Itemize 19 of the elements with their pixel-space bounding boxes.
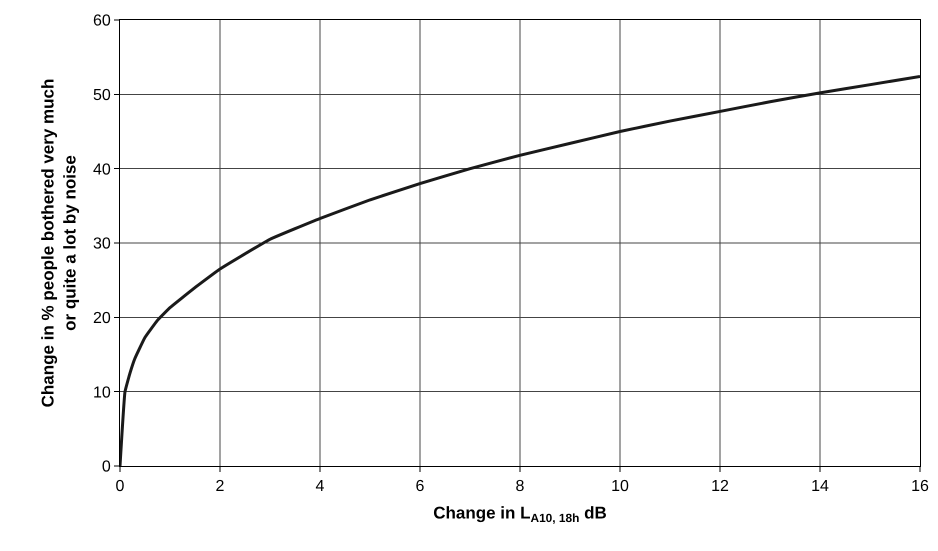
x-tick-label: 10 <box>611 478 629 496</box>
y-tick-label: 50 <box>93 86 111 104</box>
line-series <box>120 74 920 466</box>
x-tick-label: 12 <box>711 478 729 496</box>
y-tick-label: 60 <box>93 12 111 30</box>
x-tick-label: 8 <box>516 478 525 496</box>
x-tick-label: 14 <box>811 478 829 496</box>
y-tick-label: 0 <box>102 458 111 476</box>
x-tick-label: 4 <box>316 478 325 496</box>
y-axis-title: Change in % people bothered very much or quite a lot by noise <box>38 78 80 408</box>
y-tick-label: 40 <box>93 161 111 178</box>
x-tick-label: 16 <box>911 478 929 496</box>
y-tick-label: 30 <box>93 236 111 253</box>
x-tick-label: 0 <box>116 478 125 496</box>
x-tick-label: 2 <box>216 478 225 496</box>
x-tick-label: 6 <box>416 478 425 496</box>
x-axis-title: Change in L$_{A10, 18h}$ dB <box>433 504 607 526</box>
y-tick-label: 10 <box>93 384 111 402</box>
y-tick-label: 20 <box>93 310 111 327</box>
